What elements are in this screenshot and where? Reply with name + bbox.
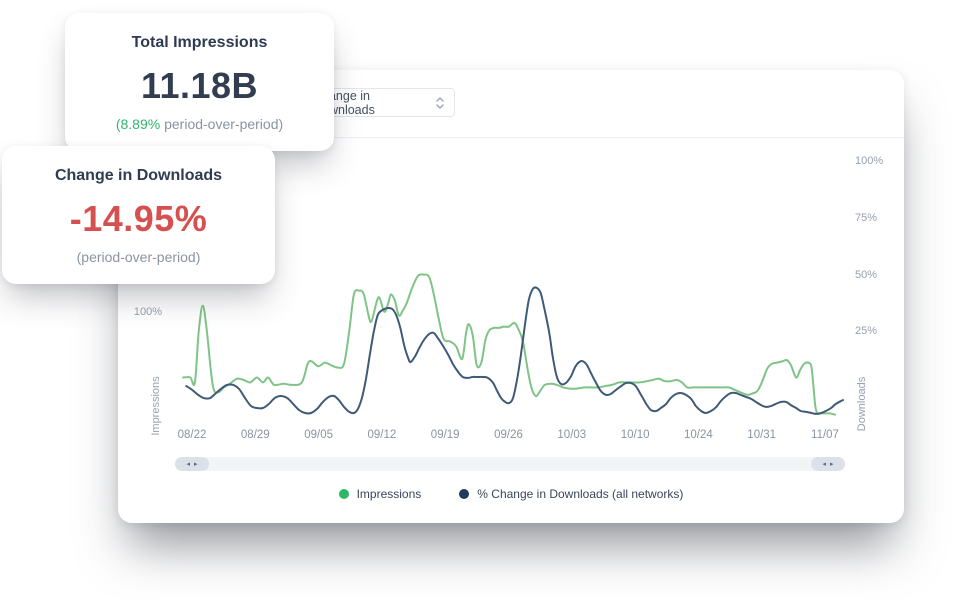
card-title: Change in Downloads	[54, 167, 223, 184]
legend-label: % Change in Downloads (all networks)	[477, 487, 684, 501]
legend-label: Impressions	[356, 487, 422, 501]
impressions-value: 11.18B	[140, 65, 259, 106]
scroll-left-arrow-icon[interactable]: ◂	[822, 461, 826, 468]
card-title: Total Impressions	[131, 34, 268, 51]
scroll-left-arrow-icon[interactable]: ◂	[186, 461, 190, 468]
series-line-impressions	[182, 273, 837, 416]
impressions-delta: (8.89%	[115, 116, 161, 132]
legend-dot-icon	[459, 489, 470, 499]
scrollbar-right-handle[interactable]: ◂ ▸	[811, 457, 845, 471]
x-tick-label: 09/26	[494, 429, 523, 441]
right-axis-tick-label: 50%	[855, 268, 878, 281]
x-tick-label: 08/22	[177, 429, 207, 441]
x-tick-label: 10/10	[620, 429, 650, 441]
scrollbar-left-handle[interactable]: ◂ ▸	[175, 457, 209, 471]
right-axis-tick-label: 75%	[855, 211, 878, 224]
x-tick-label: 08/29	[240, 429, 270, 441]
chart-scrollbar-track[interactable]: ◂ ▸ ◂ ▸	[175, 457, 845, 471]
right-axis-tick-label: 100%	[855, 155, 884, 168]
panel-divider	[118, 137, 904, 138]
downloads-period-label: (period-over-period)	[76, 249, 201, 265]
impressions-period-label: period-over-period)	[160, 116, 284, 132]
total-impressions-card: Total Impressions 11.18B (8.89% period-o…	[65, 13, 334, 151]
left-axis-title: Impressions	[150, 376, 162, 436]
x-tick-label: 09/05	[304, 429, 333, 441]
legend-dot-icon	[338, 489, 349, 499]
downloads-change-value: -14.95%	[69, 198, 208, 239]
x-tick-label: 10/24	[684, 429, 713, 441]
x-tick-label: 11/07	[811, 429, 839, 441]
series-line-downloads	[185, 286, 844, 415]
left-axis-tick-label: 100%	[133, 306, 162, 318]
change-in-downloads-card: Change in Downloads -14.95% (period-over…	[2, 146, 275, 284]
chart-legend: Impressions % Change in Downloads (all ne…	[118, 487, 904, 501]
scroll-right-arrow-icon[interactable]: ▸	[830, 461, 834, 468]
legend-item-impressions[interactable]: Impressions	[338, 487, 422, 501]
right-axis-title: Downloads	[856, 376, 868, 432]
x-tick-label: 09/19	[430, 429, 460, 441]
scroll-right-arrow-icon[interactable]: ▸	[194, 461, 198, 468]
x-tick-label: 10/31	[747, 429, 777, 441]
x-tick-label: 09/12	[367, 429, 397, 441]
chevron-updown-icon	[436, 96, 444, 109]
legend-item-downloads[interactable]: % Change in Downloads (all networks)	[459, 487, 683, 501]
x-tick-label: 10/03	[557, 429, 587, 441]
impressions-subtext: (8.89% period-over-period)	[65, 116, 334, 132]
right-axis-tick-label: 25%	[855, 325, 878, 338]
